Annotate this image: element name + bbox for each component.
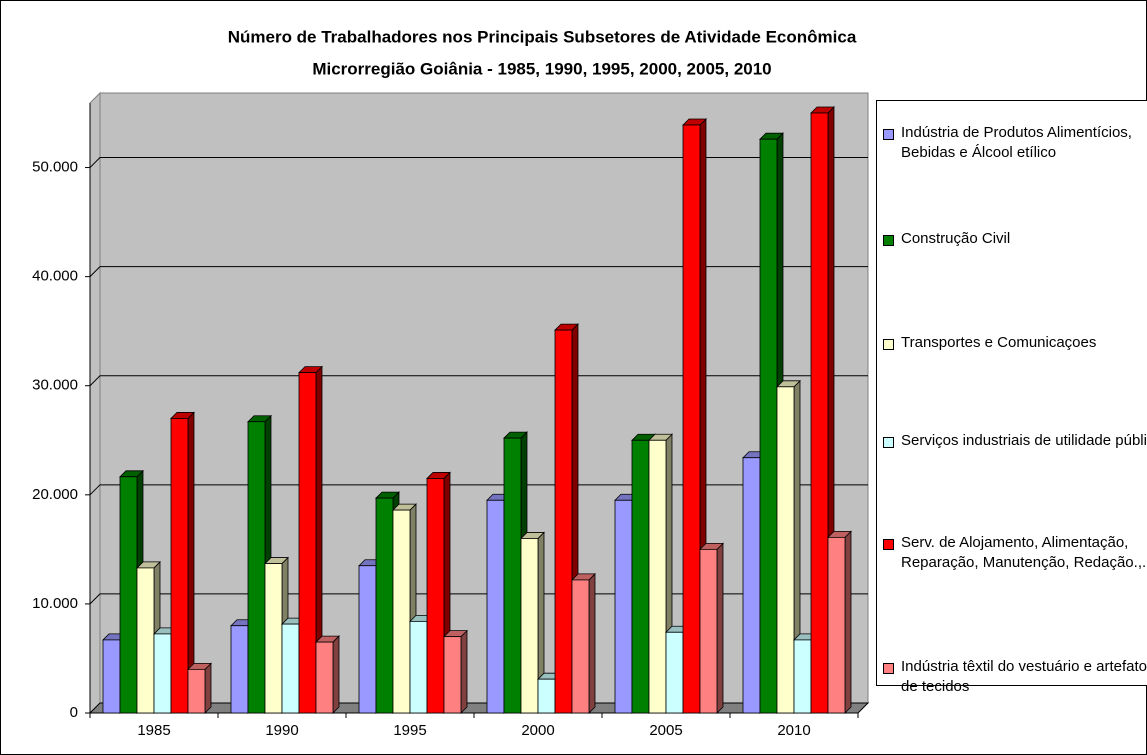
bar	[665, 631, 684, 714]
grid-line	[89, 593, 868, 605]
bar	[153, 633, 172, 714]
bar	[571, 579, 590, 714]
grid-line	[89, 157, 868, 168]
chart-title: Número de Trabalhadores nos Principais S…	[228, 27, 857, 46]
bar-side	[204, 662, 212, 714]
bar	[776, 386, 795, 714]
bar	[810, 112, 829, 714]
bar	[264, 563, 283, 714]
x-tick-label: 1990	[265, 722, 298, 739]
bar	[392, 509, 411, 714]
legend-label: Indústria têxtil do vestuário e artefato…	[901, 658, 1147, 695]
legend-label: Transportes e Comunicaçoes	[901, 334, 1097, 351]
bar	[119, 476, 138, 714]
bar	[358, 565, 377, 714]
bar	[486, 499, 505, 714]
bar	[793, 639, 812, 714]
x-tick-label: 2000	[521, 722, 554, 739]
y-tick-label: 10.000	[32, 595, 78, 612]
bar	[520, 538, 539, 714]
legend-swatch	[883, 663, 894, 674]
grid-line	[89, 375, 868, 387]
legend-entry: Serv. de Alojamento, Alimentação, Repara…	[883, 533, 1147, 573]
bar	[503, 437, 522, 714]
legend-label: Indústria de Produtos Alimentícios, Bebi…	[901, 124, 1132, 161]
bar	[537, 678, 556, 714]
legend-entry: Indústria têxtil do vestuário e artefato…	[883, 657, 1147, 697]
bar	[614, 499, 633, 714]
bar	[298, 372, 317, 714]
legend: Indústria de Produtos Alimentícios, Bebi…	[876, 100, 1147, 695]
legend-entry: Serviços industriais de utilidade públic…	[883, 431, 1147, 451]
legend-swatch	[883, 339, 894, 350]
bar	[247, 421, 266, 714]
bar	[102, 639, 121, 714]
bar	[631, 439, 650, 714]
chart-subtitle: Microrregião Goiânia - 1985, 1990, 1995,…	[312, 59, 771, 78]
legend-swatch	[883, 129, 894, 140]
bar	[315, 641, 334, 714]
bar-side	[332, 635, 340, 714]
bar	[554, 329, 573, 714]
x-tick-label: 2005	[649, 722, 682, 739]
bar	[827, 536, 846, 714]
grid-line	[89, 484, 868, 496]
legend-swatch	[883, 235, 894, 246]
legend-entry: Transportes e Comunicaçoes	[883, 333, 1147, 353]
bar	[281, 623, 300, 714]
legend-entry: Indústria de Produtos Alimentícios, Bebi…	[883, 123, 1147, 163]
bar	[375, 497, 394, 714]
side-wall	[89, 91, 101, 715]
legend-label: Serviços industriais de utilidade públic…	[901, 432, 1147, 449]
bar	[187, 668, 206, 714]
bar	[170, 418, 189, 714]
x-tick-label: 1985	[137, 722, 170, 739]
legend-swatch	[883, 437, 894, 448]
bar	[230, 625, 249, 714]
x-tick-label: 1995	[393, 722, 426, 739]
y-tick-label: 40.000	[32, 268, 78, 285]
bar	[648, 439, 667, 714]
bar-side	[588, 572, 596, 714]
y-tick-label: 20.000	[32, 486, 78, 503]
bar	[136, 567, 155, 714]
bar	[759, 138, 778, 714]
y-tick-label: 50.000	[32, 159, 78, 176]
bar-side	[716, 542, 724, 714]
bar-side	[460, 629, 468, 714]
legend-label: Construção Civil	[901, 230, 1011, 247]
legend-swatch	[883, 539, 894, 550]
bar	[426, 478, 445, 714]
legend-label: Serv. de Alojamento, Alimentação, Repara…	[901, 534, 1147, 571]
bar-side	[844, 530, 852, 714]
bar	[682, 124, 701, 714]
legend-entry: Construção Civil	[883, 229, 1147, 249]
y-tick-label: 0	[70, 704, 78, 721]
bar	[699, 548, 718, 714]
bar	[409, 620, 428, 714]
x-tick-label: 2010	[777, 722, 810, 739]
grid-line	[89, 266, 868, 277]
y-tick-label: 30.000	[32, 377, 78, 394]
bar	[742, 457, 761, 714]
bar	[443, 636, 462, 714]
